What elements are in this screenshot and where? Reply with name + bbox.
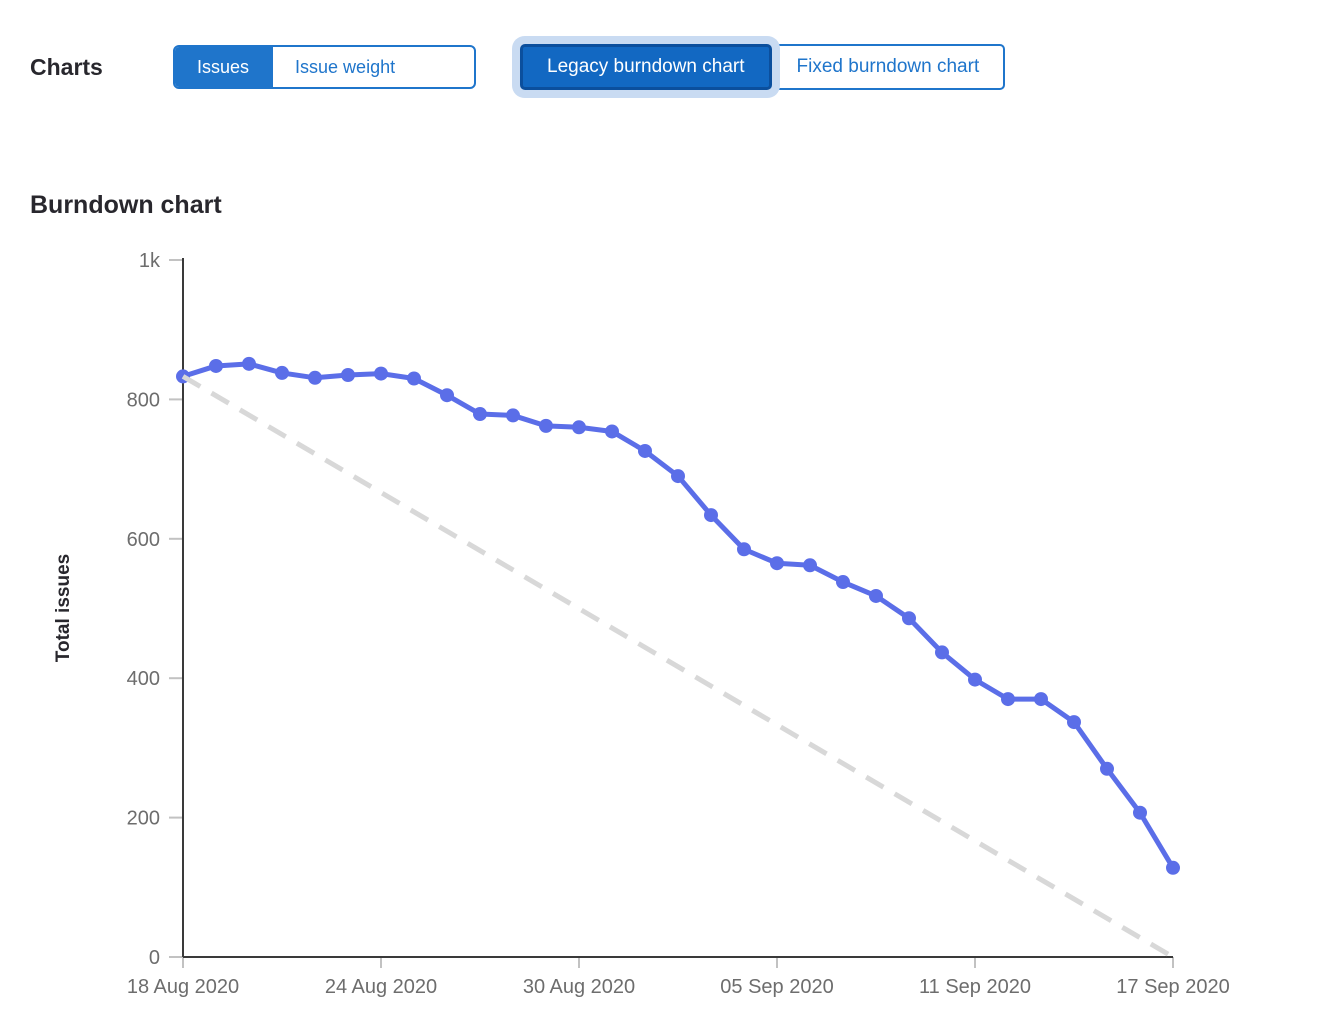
x-axis-tick-label: 11 Sep 2020 — [919, 976, 1031, 998]
data-point[interactable] — [440, 388, 454, 403]
data-point[interactable] — [704, 508, 718, 523]
data-point[interactable] — [935, 645, 949, 660]
data-point[interactable] — [308, 370, 322, 385]
data-point[interactable] — [242, 356, 256, 371]
x-axis-tick-label: 18 Aug 2020 — [127, 976, 239, 998]
data-point[interactable] — [539, 418, 553, 433]
data-point[interactable] — [737, 542, 751, 557]
y-axis-tick-label: 600 — [127, 529, 160, 551]
page-title: Burndown chart — [30, 190, 222, 219]
x-axis-tick-label: 05 Sep 2020 — [720, 976, 833, 998]
data-point[interactable] — [671, 469, 685, 484]
burndown-chart-svg: 0 200 400 600 800 1k 18 Aug 2020 24 Aug 2020 30 … — [53, 250, 1230, 998]
issue-weight-toggle-button[interactable]: Issue weight — [271, 47, 418, 87]
x-axis-tick-label: 24 Aug 2020 — [325, 976, 437, 998]
data-point[interactable] — [341, 368, 355, 383]
y-axis-tick-label: 200 — [127, 808, 160, 830]
fixed-burndown-chart-button[interactable]: Fixed burndown chart — [770, 44, 1006, 90]
data-point[interactable] — [605, 424, 619, 439]
burndown-series — [180, 361, 1176, 871]
issues-weight-toggle-group: Issues Issue weight — [173, 45, 476, 89]
y-axis-title: Total issues — [53, 554, 74, 662]
data-point[interactable] — [968, 672, 982, 687]
issues-toggle-button[interactable]: Issues — [175, 47, 272, 87]
burndown-chart: 0 200 400 600 800 1k 18 Aug 2020 24 Aug 2020 30 … — [0, 238, 1326, 1028]
x-axis-tick-label: 17 Sep 2020 — [1116, 976, 1229, 998]
data-point[interactable] — [407, 371, 421, 386]
y-axis-tick-label: 1k — [139, 250, 161, 272]
data-point[interactable] — [1100, 761, 1114, 776]
data-point[interactable] — [1034, 692, 1048, 707]
chart-type-toggle-group: Legacy burndown chart Fixed burndown cha… — [520, 44, 1006, 90]
data-point[interactable] — [1067, 715, 1081, 730]
data-point[interactable] — [1133, 805, 1147, 820]
data-point[interactable] — [902, 611, 916, 626]
x-axis-tick-label: 30 Aug 2020 — [523, 976, 635, 998]
data-point[interactable] — [1166, 860, 1180, 875]
data-point[interactable] — [506, 408, 520, 423]
data-point[interactable] — [770, 556, 784, 571]
data-point[interactable] — [638, 443, 652, 458]
y-axis-tick-label: 800 — [127, 389, 160, 411]
data-point[interactable] — [374, 366, 388, 381]
legacy-burndown-chart-button[interactable]: Legacy burndown chart — [520, 44, 772, 90]
data-point[interactable] — [275, 365, 289, 380]
data-point[interactable] — [473, 407, 487, 422]
guideline-series — [181, 374, 1175, 960]
data-point[interactable] — [209, 358, 223, 373]
data-point[interactable] — [1001, 692, 1015, 707]
y-axis-tick-label: 400 — [127, 668, 160, 690]
y-axis-tick-label: 0 — [149, 947, 160, 969]
charts-section-label: Charts — [30, 54, 103, 80]
data-point[interactable] — [572, 420, 586, 435]
data-point[interactable] — [869, 588, 883, 603]
data-point[interactable] — [836, 575, 850, 590]
data-point[interactable] — [803, 558, 817, 573]
